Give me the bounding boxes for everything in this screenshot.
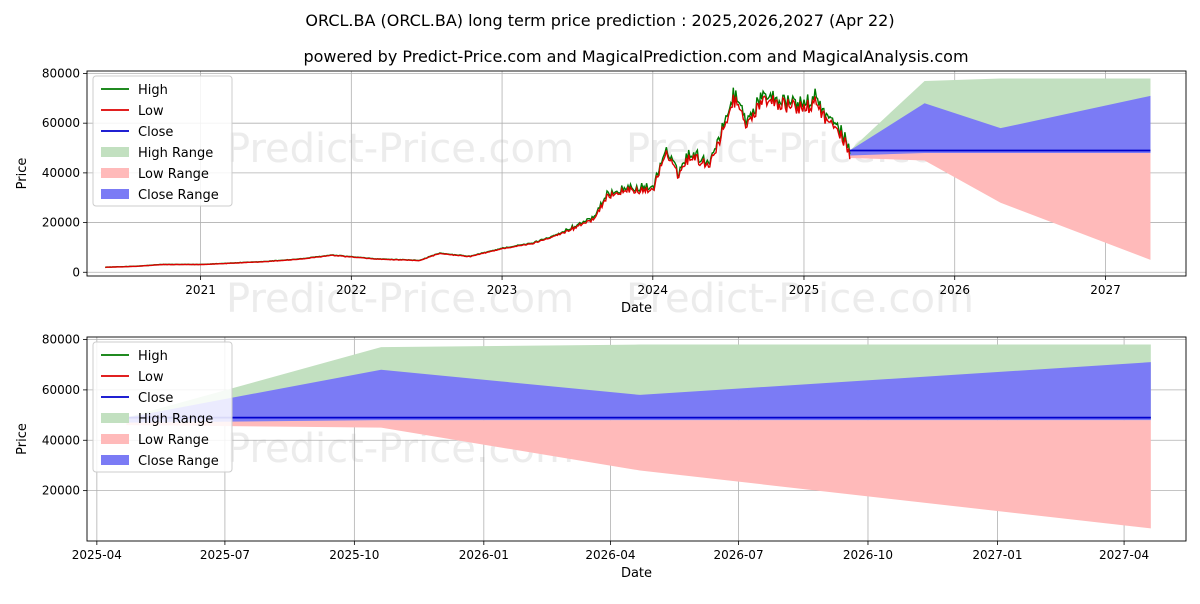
bottom-chart-panel: 2025-04 2025-07 2025-10 2026-01 2026-04 2026-… [15, 333, 1187, 581]
x-tick-label: 2027 [1090, 283, 1121, 297]
legend-label: High Range [138, 146, 213, 161]
legend-label: Close [138, 125, 173, 140]
y-tick-label: 40000 [42, 166, 80, 180]
plot-frame [86, 70, 1187, 277]
legend-swatch [101, 168, 129, 178]
legend-label: Close [138, 391, 173, 406]
x-tick-label: 2026-01 [459, 548, 509, 562]
x-tick-label: 2022 [336, 283, 367, 297]
watermark-text: Predict-Price.com [626, 276, 974, 322]
x-tick-label: 2027-04 [1099, 548, 1149, 562]
legend-swatch [101, 434, 129, 444]
x-tick-label: 2027-01 [972, 548, 1022, 562]
x-tick-label: 2025-04 [72, 548, 122, 562]
legend-swatch [101, 147, 129, 157]
x-tick-label: 2026-10 [843, 548, 893, 562]
legend-label: Low [138, 104, 164, 119]
legend-label: Low [138, 370, 164, 385]
y-tick-label: 60000 [42, 116, 80, 130]
y-tick-label: 20000 [42, 484, 80, 498]
x-tick-label: 2026-04 [585, 548, 635, 562]
top-chart-panel: 2021 2022 2023 2024 2025 2026 2027 0 20000 40000 6… [15, 66, 1187, 316]
low-range-band [849, 153, 1151, 260]
x-tick-label: 2026 [939, 283, 970, 297]
legend-swatch [101, 189, 129, 199]
legend-swatch [101, 455, 129, 465]
x-axis-label: Date [621, 301, 652, 316]
plot-frame [86, 336, 1187, 542]
y-axis-label: Price [15, 423, 30, 455]
legend-label: High Range [138, 412, 213, 427]
x-tick-label: 2024 [638, 283, 669, 297]
watermark-text: Predict-Price.com [226, 126, 574, 172]
x-tick-label: 2021 [185, 283, 216, 297]
legend-label: Low Range [138, 433, 209, 448]
legend-swatch [101, 413, 129, 423]
y-tick-label: 40000 [42, 433, 80, 447]
x-axis-label: Date [621, 566, 652, 581]
x-tick-label: 2025-07 [200, 548, 250, 562]
close-range-band [849, 95, 1151, 156]
y-tick-label: 80000 [42, 333, 80, 347]
y-tick-label: 0 [72, 265, 80, 279]
y-tick-label: 60000 [42, 383, 80, 397]
legend-label: High [138, 83, 168, 98]
x-tick-label: 2025-10 [329, 548, 379, 562]
x-tick-label: 2025 [789, 283, 820, 297]
watermark-text: Predict-Price.com [226, 276, 574, 322]
legend-label: Close Range [138, 454, 219, 469]
legend-label: Close Range [138, 188, 219, 203]
y-tick-label: 80000 [42, 66, 80, 80]
close-range-band [126, 362, 1151, 423]
low-series-line [105, 94, 851, 269]
low-range-band [126, 420, 1151, 529]
y-tick-label: 20000 [42, 216, 80, 230]
chart-subtitle: powered by Predict-Price.com and Magical… [303, 47, 968, 66]
chart-title: ORCL.BA (ORCL.BA) long term price predic… [305, 11, 894, 30]
plot-area [126, 344, 1151, 529]
x-tick-label: 2026-07 [713, 548, 763, 562]
x-tick-label: 2023 [487, 283, 518, 297]
plot-area [105, 78, 1151, 269]
legend-label: Low Range [138, 167, 209, 182]
y-axis-label: Price [15, 158, 30, 190]
legend-label: High [138, 349, 168, 364]
